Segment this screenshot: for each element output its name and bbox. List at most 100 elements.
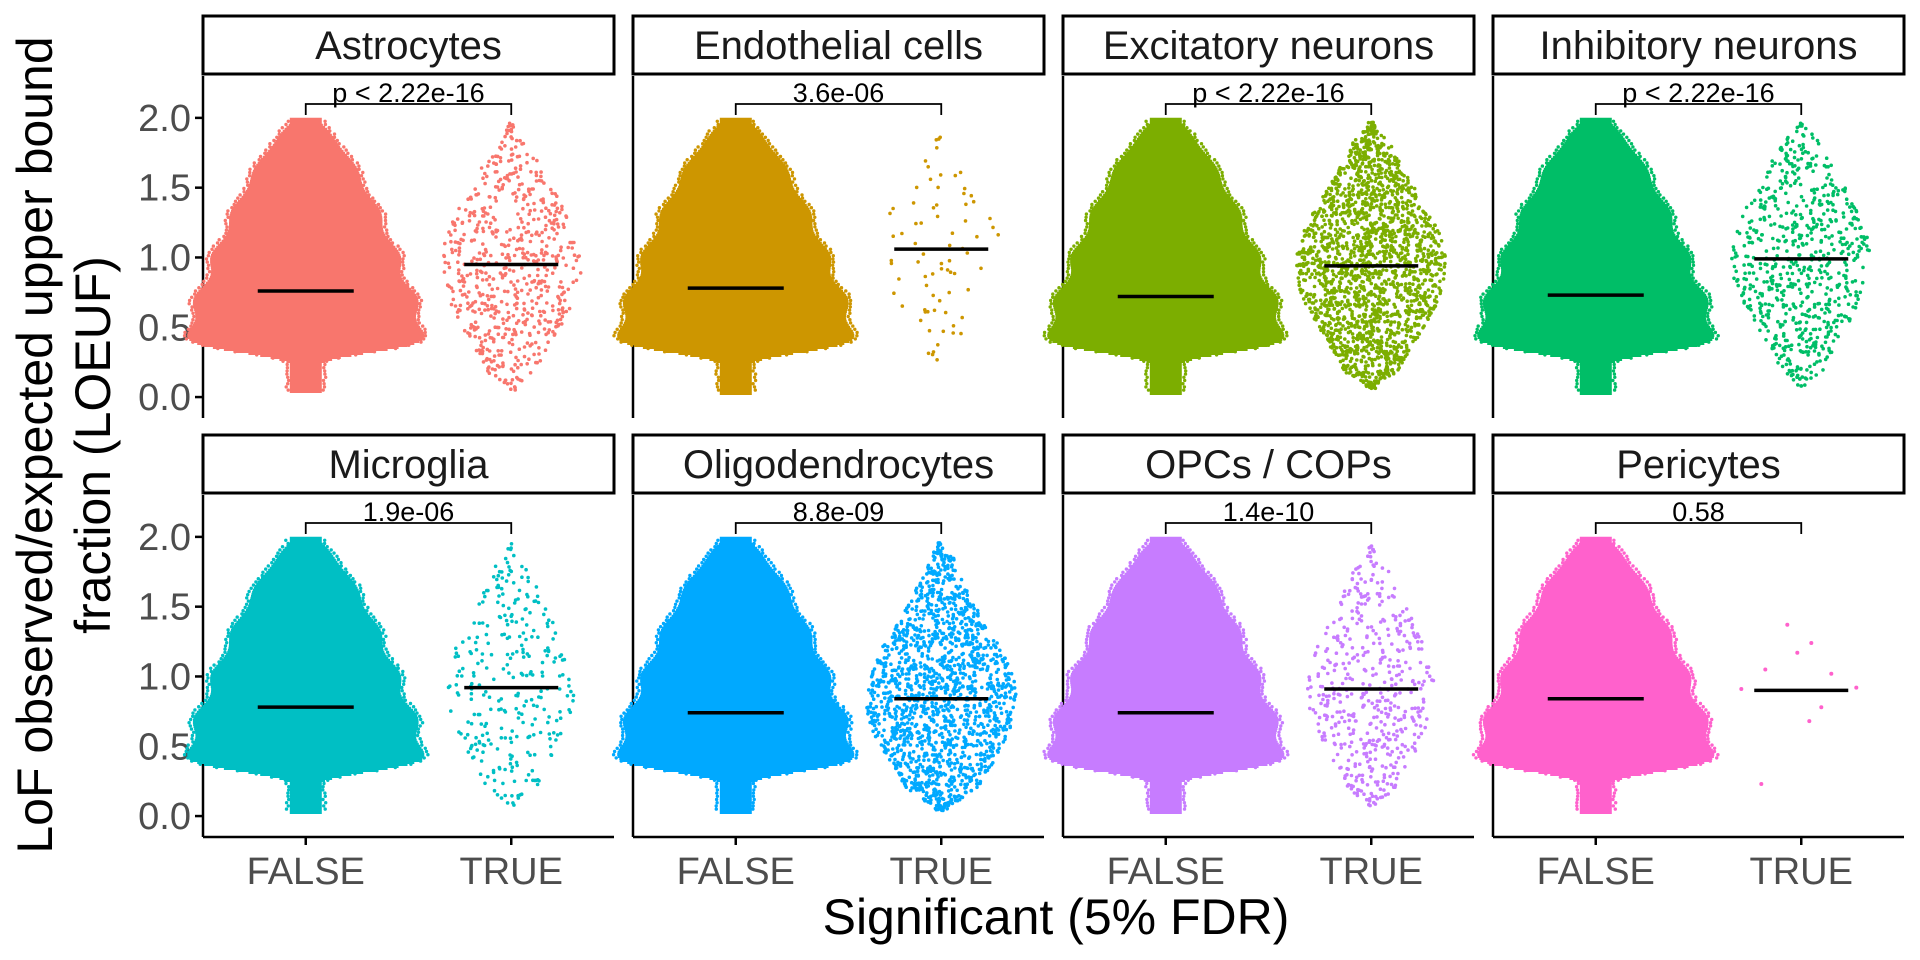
- point: [472, 209, 477, 214]
- point: [1073, 346, 1078, 351]
- point: [510, 754, 514, 758]
- point: [284, 538, 288, 542]
- point: [468, 746, 473, 751]
- point: [625, 708, 629, 712]
- point: [637, 260, 641, 264]
- point: [1394, 234, 1398, 239]
- point: [551, 308, 555, 313]
- point: [1409, 303, 1414, 308]
- point: [512, 553, 516, 558]
- point: [1415, 335, 1420, 340]
- point: [380, 209, 385, 213]
- point: [189, 324, 193, 328]
- point: [1576, 119, 1580, 124]
- point: [1390, 269, 1395, 274]
- point: [941, 329, 946, 334]
- point: [1832, 320, 1836, 325]
- point: [559, 280, 563, 284]
- point: [619, 314, 624, 319]
- point: [396, 663, 400, 667]
- point: [1343, 194, 1348, 198]
- point: [1368, 176, 1372, 180]
- y-tick-label: 1.5: [138, 587, 191, 629]
- point: [619, 721, 623, 725]
- point: [1381, 290, 1386, 295]
- point: [401, 260, 405, 264]
- point: [1347, 230, 1352, 235]
- point: [495, 154, 500, 159]
- point: [836, 701, 840, 706]
- point: [1373, 256, 1378, 260]
- point: [657, 209, 661, 213]
- point: [1790, 271, 1795, 276]
- point: [491, 770, 496, 775]
- point: [1371, 325, 1375, 330]
- point: [400, 689, 404, 693]
- point: [530, 306, 535, 311]
- point: [1317, 265, 1321, 270]
- point: [678, 589, 683, 594]
- point: [1809, 370, 1813, 375]
- point: [678, 170, 682, 175]
- point: [418, 302, 422, 306]
- point: [643, 663, 648, 667]
- point: [1393, 202, 1397, 207]
- point: [1686, 244, 1690, 248]
- point: [419, 740, 424, 744]
- point: [509, 153, 514, 157]
- point: [815, 231, 820, 235]
- point: [1825, 286, 1830, 290]
- point: [205, 673, 209, 677]
- point: [390, 241, 395, 245]
- point: [1390, 193, 1395, 197]
- point: [1060, 343, 1065, 347]
- point: [1397, 366, 1401, 370]
- point: [1358, 325, 1362, 330]
- point: [1797, 268, 1802, 272]
- point: [1417, 315, 1422, 320]
- point: [200, 701, 204, 706]
- point: [1349, 161, 1353, 165]
- point: [752, 385, 757, 389]
- point: [1545, 158, 1549, 162]
- point: [363, 180, 367, 184]
- point: [1385, 151, 1389, 156]
- point: [1791, 209, 1796, 213]
- point: [958, 170, 963, 175]
- point: [1394, 273, 1399, 278]
- point: [683, 161, 687, 165]
- point: [1415, 254, 1420, 258]
- point: [930, 352, 935, 357]
- point: [225, 212, 229, 216]
- point: [423, 327, 427, 331]
- point: [1303, 301, 1308, 306]
- point: [656, 628, 661, 632]
- point: [1781, 234, 1786, 239]
- point: [1523, 350, 1527, 354]
- point: [1302, 234, 1307, 238]
- point: [1433, 230, 1437, 234]
- point: [224, 231, 228, 235]
- point: [1105, 177, 1109, 181]
- point: [635, 263, 639, 267]
- point: [1415, 244, 1420, 248]
- point: [1261, 260, 1265, 264]
- point: [769, 561, 773, 565]
- point: [892, 291, 896, 296]
- point: [1865, 235, 1869, 240]
- point: [283, 778, 288, 782]
- point: [1132, 138, 1137, 143]
- point: [1562, 138, 1566, 143]
- point: [507, 315, 511, 320]
- point: [509, 740, 514, 745]
- point: [752, 797, 756, 802]
- point: [1133, 135, 1137, 139]
- point: [476, 192, 481, 196]
- point: [189, 727, 194, 731]
- point: [1384, 249, 1389, 253]
- point: [537, 233, 541, 238]
- point: [1364, 164, 1368, 169]
- point: [1784, 211, 1789, 216]
- point: [752, 122, 756, 127]
- point: [1391, 228, 1395, 233]
